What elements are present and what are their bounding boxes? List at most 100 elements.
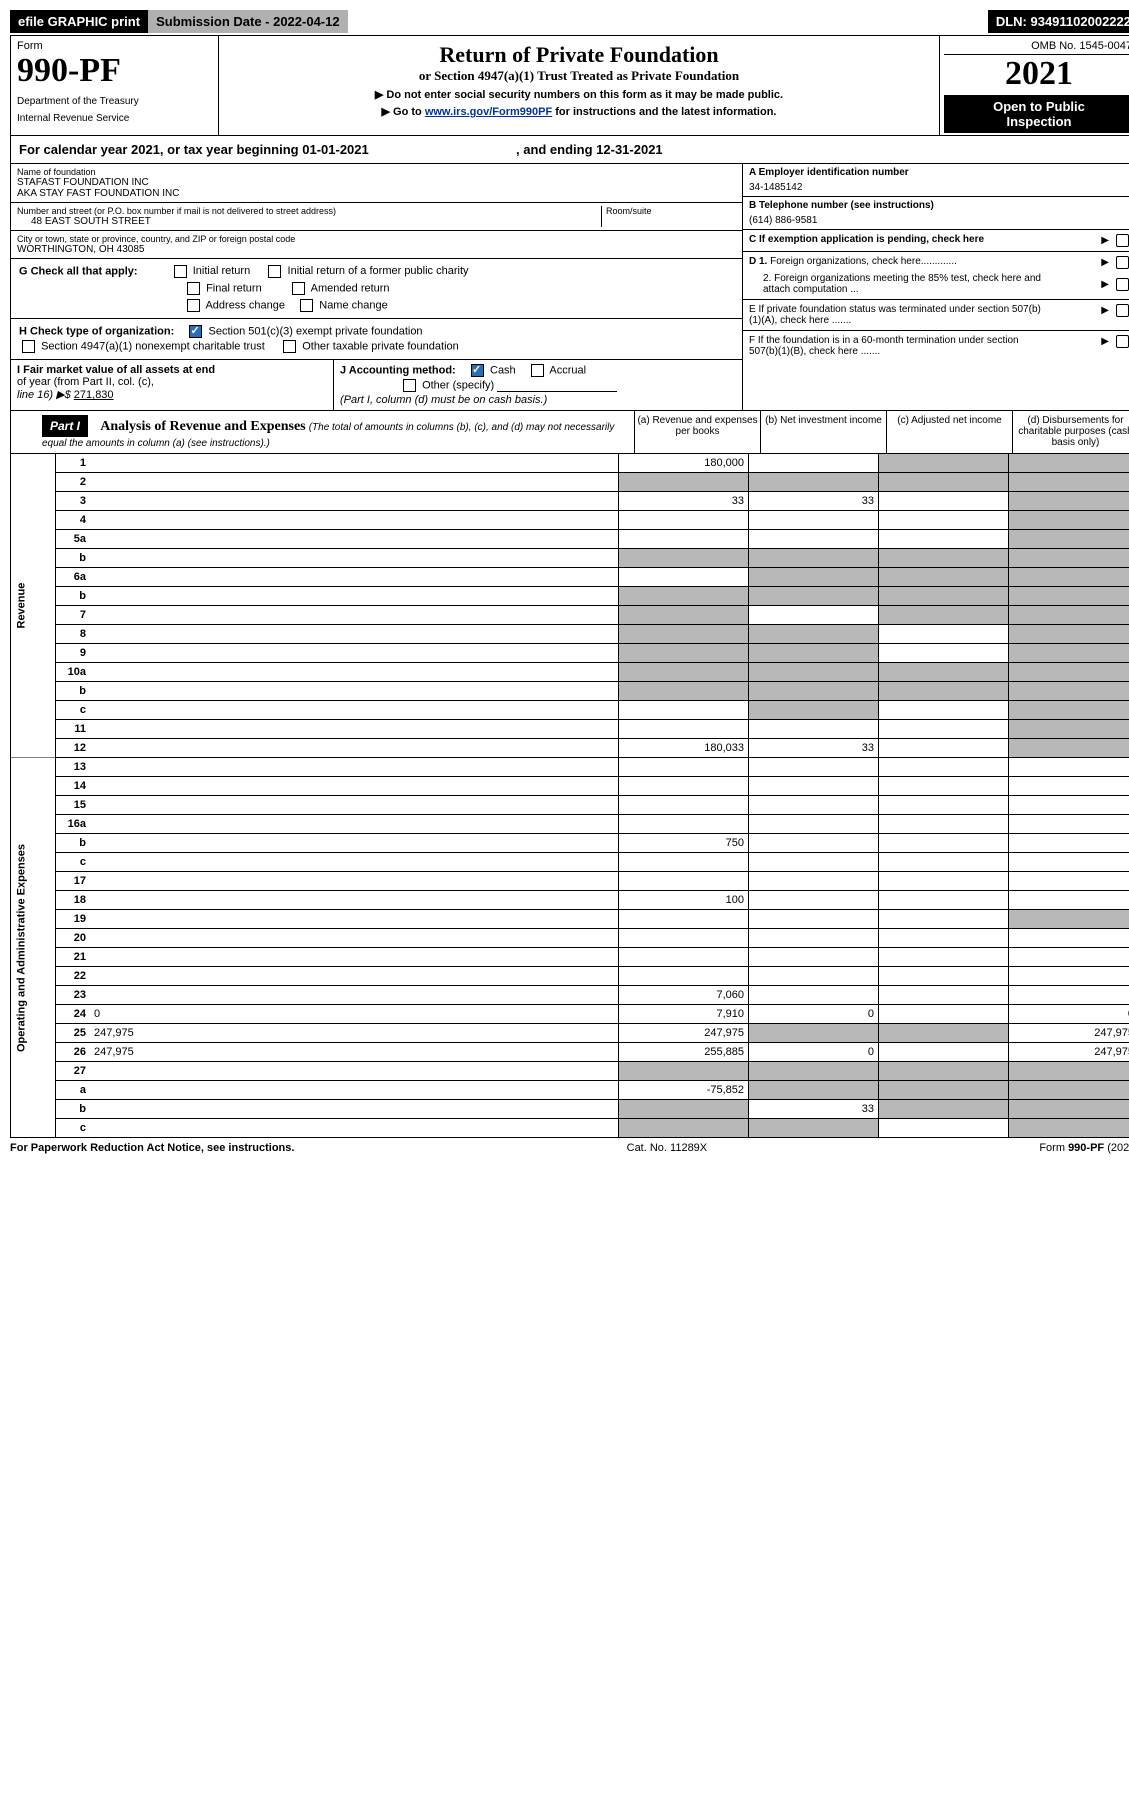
- line-number: 10a: [56, 663, 91, 682]
- line-number: 14: [56, 777, 91, 796]
- cell-c: [879, 1043, 1009, 1062]
- cb-amended-return[interactable]: [292, 282, 305, 295]
- table-row: 12180,03333: [11, 739, 1129, 758]
- line-number: 6a: [56, 568, 91, 587]
- cell-a: [619, 644, 749, 663]
- cell-d: [1009, 511, 1129, 530]
- cb-final-return[interactable]: [187, 282, 200, 295]
- cb-d1[interactable]: [1116, 256, 1129, 269]
- cell-d: [1009, 739, 1129, 758]
- line-number: 12: [56, 739, 91, 758]
- line-description: [90, 834, 619, 853]
- table-row: 20: [11, 929, 1129, 948]
- line-description: 247,975: [90, 1024, 619, 1043]
- line-description: [90, 492, 619, 511]
- line-description: [90, 796, 619, 815]
- cell-b: [749, 644, 879, 663]
- dept-treasury: Department of the Treasury: [17, 96, 212, 107]
- cell-c: [879, 929, 1009, 948]
- cell-c: [879, 1100, 1009, 1119]
- cell-c: [879, 967, 1009, 986]
- cell-d: [1009, 891, 1129, 910]
- line-description: [90, 663, 619, 682]
- line-number: a: [56, 1081, 91, 1100]
- cb-accrual[interactable]: [531, 364, 544, 377]
- cell-c: [879, 549, 1009, 568]
- cell-d: [1009, 1081, 1129, 1100]
- cb-e[interactable]: [1116, 304, 1129, 317]
- cell-c: [879, 891, 1009, 910]
- table-row: c: [11, 1119, 1129, 1138]
- line-number: 17: [56, 872, 91, 891]
- cell-b: [749, 720, 879, 739]
- cell-b: 33: [749, 1100, 879, 1119]
- line-number: 8: [56, 625, 91, 644]
- cell-c: [879, 796, 1009, 815]
- line-description: [90, 549, 619, 568]
- cell-a: [619, 929, 749, 948]
- line-number: 26: [56, 1043, 91, 1062]
- cell-d: [1009, 796, 1129, 815]
- line-description: [90, 606, 619, 625]
- cell-a: [619, 473, 749, 492]
- line-number: c: [56, 853, 91, 872]
- cell-a: [619, 720, 749, 739]
- cell-a: [619, 606, 749, 625]
- cell-a: [619, 663, 749, 682]
- cell-d: [1009, 986, 1129, 1005]
- line-number: 16a: [56, 815, 91, 834]
- cb-name-change[interactable]: [300, 299, 313, 312]
- cell-c: [879, 606, 1009, 625]
- table-row: Operating and Administrative Expenses13: [11, 758, 1129, 777]
- line-number: 21: [56, 948, 91, 967]
- line-description: [90, 1062, 619, 1081]
- cb-other-method[interactable]: [403, 379, 416, 392]
- table-row: 18100: [11, 891, 1129, 910]
- cell-c: [879, 739, 1009, 758]
- cb-d2[interactable]: [1116, 278, 1129, 291]
- cell-a: [619, 872, 749, 891]
- cb-other-taxable[interactable]: [283, 340, 296, 353]
- cb-c[interactable]: [1116, 234, 1129, 247]
- calendar-year-row: For calendar year 2021, or tax year begi…: [10, 136, 1129, 164]
- footer-mid: Cat. No. 11289X: [627, 1142, 708, 1154]
- line-description: [90, 929, 619, 948]
- cb-address-change[interactable]: [187, 299, 200, 312]
- cb-initial-former[interactable]: [268, 265, 281, 278]
- line-description: [90, 701, 619, 720]
- cell-b: [749, 701, 879, 720]
- cell-c: [879, 910, 1009, 929]
- cb-f[interactable]: [1116, 335, 1129, 348]
- line-description: [90, 853, 619, 872]
- cell-d: [1009, 549, 1129, 568]
- cell-a: 180,000: [619, 454, 749, 473]
- cell-c: [879, 853, 1009, 872]
- cb-4947a1[interactable]: [22, 340, 35, 353]
- cell-d: [1009, 606, 1129, 625]
- form-number: 990-PF: [17, 52, 212, 90]
- cell-d: [1009, 929, 1129, 948]
- irs-link[interactable]: www.irs.gov/Form990PF: [425, 106, 552, 118]
- line-number: c: [56, 1119, 91, 1138]
- form-label: Form: [17, 40, 212, 52]
- line-description: [90, 891, 619, 910]
- cb-cash[interactable]: [471, 364, 484, 377]
- cell-d: [1009, 587, 1129, 606]
- year-begin: 01-01-2021: [302, 142, 369, 157]
- cell-a: [619, 625, 749, 644]
- line-number: b: [56, 549, 91, 568]
- cell-c: [879, 834, 1009, 853]
- cb-initial-return[interactable]: [174, 265, 187, 278]
- line-description: [90, 682, 619, 701]
- cell-c: [879, 986, 1009, 1005]
- cell-d: [1009, 644, 1129, 663]
- cell-d: [1009, 853, 1129, 872]
- cell-b: [749, 834, 879, 853]
- cb-501c3[interactable]: [189, 325, 202, 338]
- cell-d: [1009, 720, 1129, 739]
- cell-a: [619, 910, 749, 929]
- cell-d: [1009, 568, 1129, 587]
- info-left: Name of foundation STAFAST FOUNDATION IN…: [11, 164, 742, 410]
- line-description: [90, 777, 619, 796]
- cell-a: -75,852: [619, 1081, 749, 1100]
